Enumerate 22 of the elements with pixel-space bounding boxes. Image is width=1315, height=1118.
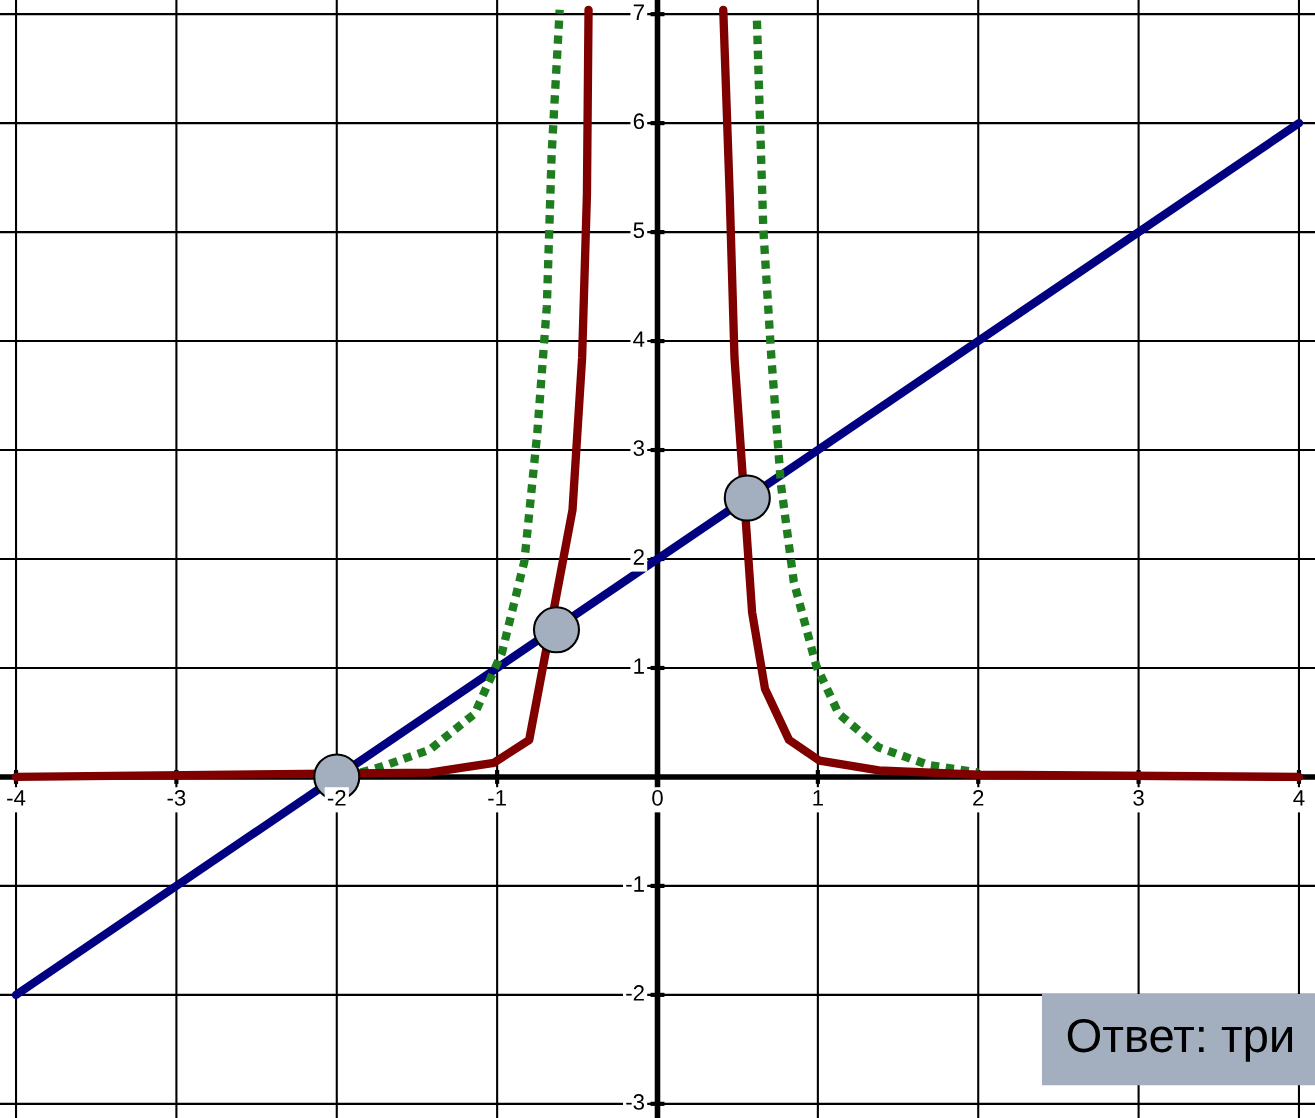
y-tick-label: 4 [633, 331, 645, 347]
x-tick-label: 4 [1293, 790, 1305, 806]
point [723, 474, 771, 522]
y-tick-label: 5 [633, 222, 645, 239]
x-tick-label: -3 [167, 790, 186, 806]
x-tick-label: -4 [7, 790, 26, 806]
y-tick-label: 6 [633, 113, 645, 130]
x-tick-label: 3 [1133, 790, 1144, 806]
y-tick-label: 3 [633, 440, 645, 456]
x-tick-label: -2 [327, 790, 346, 806]
y-tick-label: 2 [633, 549, 644, 565]
x-tick-label: 0 [652, 790, 663, 806]
y-tick-label: -1 [626, 876, 644, 892]
y-tick-label: 7 [633, 4, 644, 20]
y-tick-label: -2 [626, 985, 644, 1001]
annotation: Ответ: три [1067, 1018, 1293, 1062]
point [532, 606, 581, 654]
x-tick-label: 2 [973, 790, 984, 806]
x-tick-label: 1 [813, 790, 823, 806]
y-tick-label: 1 [634, 658, 644, 674]
y-tick-label: -3 [626, 1094, 645, 1110]
x-tick-label: -1 [488, 790, 506, 806]
